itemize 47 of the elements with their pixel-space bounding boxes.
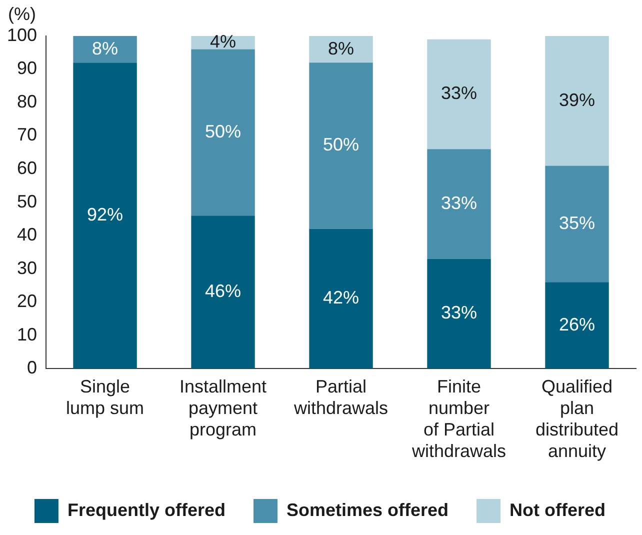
y-tick-label: 30 (17, 258, 38, 278)
bar (191, 49, 255, 216)
legend-label: Not offered (510, 500, 606, 520)
bar (73, 36, 137, 63)
bar (191, 216, 255, 369)
y-tick-label: 100 (6, 24, 38, 45)
y-tick-label: 0 (27, 358, 38, 378)
data-label: 50% (323, 134, 360, 155)
bar (545, 166, 609, 282)
x-tick-label: Installment payment program (180, 376, 267, 440)
bar (545, 282, 609, 369)
bar (427, 149, 491, 259)
data-label: 42% (323, 288, 360, 308)
data-label: 33% (440, 192, 478, 213)
y-tick-label: 20 (17, 291, 38, 312)
bar (545, 36, 609, 166)
y-tick-label: 80 (17, 91, 38, 112)
legend-label: Sometimes offered (286, 500, 449, 520)
bar (309, 228, 373, 369)
y-tick-label: 90 (17, 58, 38, 78)
bar (73, 62, 137, 369)
bar (309, 62, 373, 229)
data-label: 92% (87, 204, 124, 225)
x-tick-label: Partial withdrawals (292, 376, 388, 418)
x-tick-label: Finite number of Partial withdrawals (410, 376, 506, 462)
bar (427, 39, 491, 150)
y-tick-label: 40 (17, 224, 38, 245)
data-label: 50% (205, 121, 242, 142)
data-label: 33% (440, 302, 478, 323)
data-label: 35% (558, 212, 596, 233)
data-label: 46% (205, 281, 242, 302)
data-label: 8% (92, 38, 118, 58)
x-tick-label: Qualified plan distributed annuity (535, 376, 619, 462)
data-label: 26% (558, 314, 596, 334)
y-tick-label: 60 (17, 158, 38, 178)
y-tick-label: 10 (17, 324, 38, 344)
data-label: 33% (440, 83, 478, 104)
data-label: 8% (328, 38, 354, 58)
y-tick-label: 50 (17, 191, 38, 212)
bar (309, 36, 373, 63)
bar (427, 258, 491, 369)
data-label: 4% (210, 32, 236, 52)
legend-label: Frequently offered (67, 500, 226, 520)
y-tick-label: 70 (17, 124, 38, 145)
x-tick-label: Single lump sum (66, 376, 144, 418)
y-axis-title: (%) (8, 4, 36, 24)
data-label: 39% (558, 90, 596, 110)
